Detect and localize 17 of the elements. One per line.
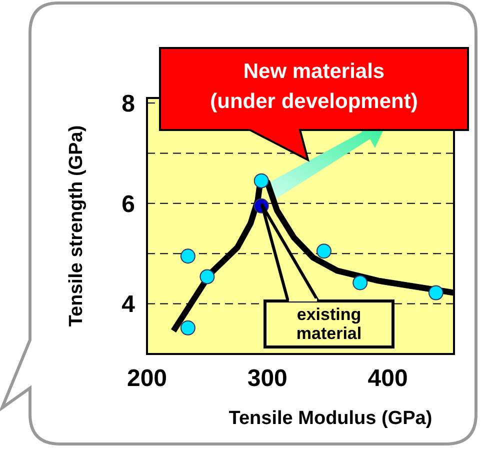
point [428,285,444,300]
point [316,244,332,259]
annotation: existing material [296,305,362,343]
point [180,320,196,336]
x-tick-label: 200 [126,365,168,392]
x-tick-label: 400 [368,365,408,392]
y-axis-title: Tensile strength (GPa) [66,125,87,327]
x-tick-label: 300 [247,365,288,392]
y-tick-label: 4 [122,291,136,318]
annotation: New materials (under development) [210,60,418,113]
y-tick-label: 8 [122,90,135,118]
point [254,173,269,188]
y-tick-label: 6 [122,190,135,218]
point [200,269,215,284]
point [352,275,368,290]
x-axis-title: Tensile Modulus (GPa) [228,408,432,429]
point [180,248,196,264]
